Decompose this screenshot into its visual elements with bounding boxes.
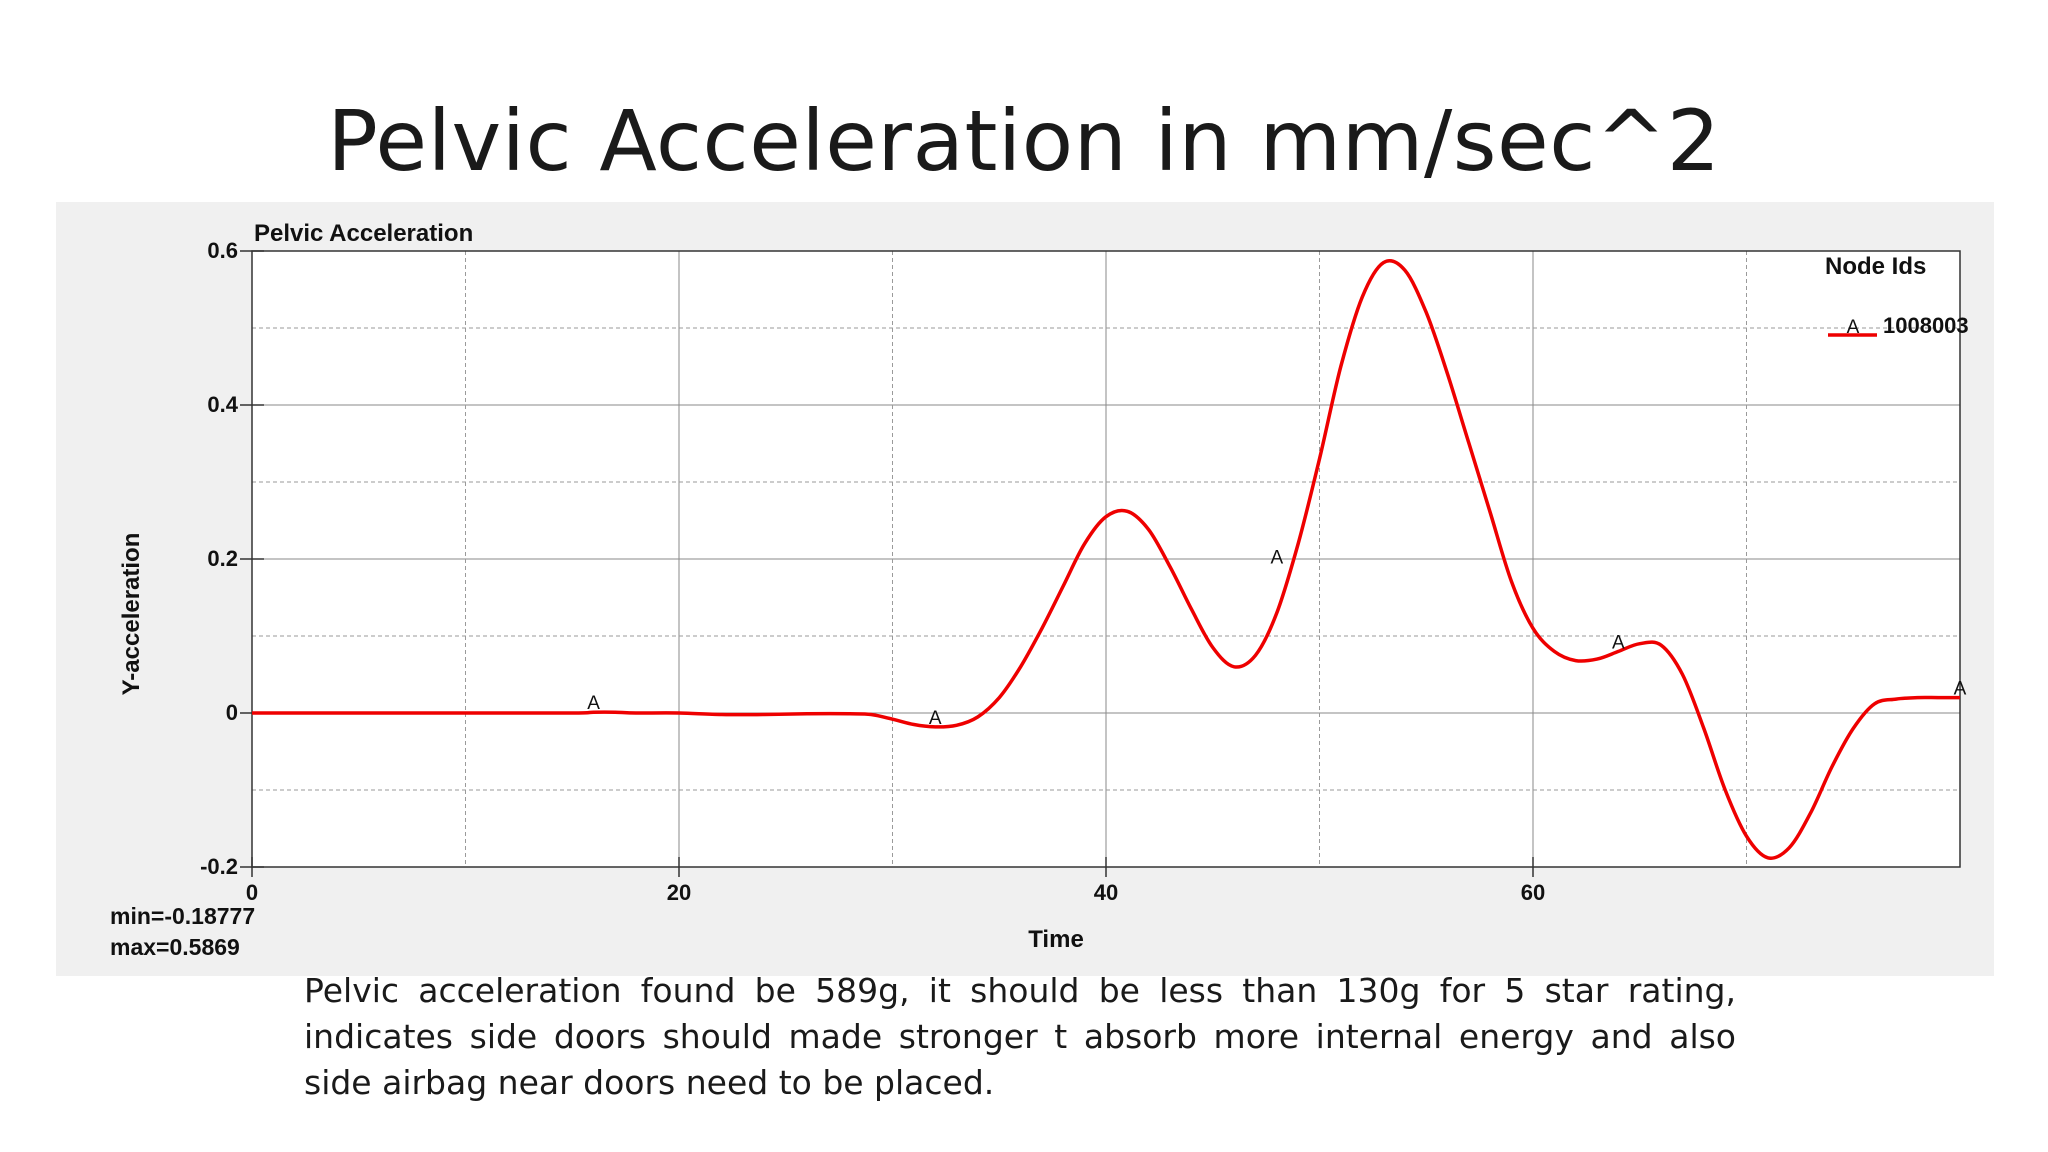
legend-entry-label: 1008003 (1883, 313, 1969, 338)
series-marker-label: A (1954, 679, 1967, 700)
series-marker-label: A (587, 693, 600, 714)
x-axis-title: Time (1028, 926, 1084, 953)
y-tick-label: 0.4 (207, 392, 238, 417)
max-stat: max=0.5869 (110, 934, 240, 960)
series-marker-label: A (1612, 632, 1625, 653)
x-tick-label: 40 (1094, 880, 1118, 905)
x-tick-label: 20 (667, 880, 691, 905)
min-stat: min=-0.18777 (110, 903, 255, 929)
slide-title: Pelvic Acceleration in mm/sec^2 (327, 92, 1721, 190)
chart-title: Pelvic Acceleration (254, 220, 473, 247)
legend-marker-letter: A (1847, 317, 1860, 338)
y-axis-title: Y-acceleration (118, 533, 145, 696)
x-tick-label: 0 (246, 880, 258, 905)
series-marker-label: A (1270, 548, 1283, 569)
y-tick-label: 0.6 (207, 238, 238, 263)
y-tick-label: 0.2 (207, 546, 238, 571)
series-marker-label: A (929, 708, 942, 729)
x-tick-label: 60 (1521, 880, 1545, 905)
y-tick-label: 0 (226, 700, 238, 725)
y-tick-label: -0.2 (200, 854, 238, 879)
plot-panel: -0.2 0 0.2 0.4 0.6 0 20 40 60 Pelvic Acceleratio… (56, 202, 1994, 976)
pelvic-acceleration-chart: -0.2 0 0.2 0.4 0.6 0 20 40 60 Pelvic Acceleratio… (110, 220, 1969, 960)
legend-title: Node Ids (1825, 253, 1926, 280)
series-line-1008003 (252, 258, 1960, 860)
slide-caption: Pelvic acceleration found be 589g, it sh… (304, 971, 1736, 1102)
